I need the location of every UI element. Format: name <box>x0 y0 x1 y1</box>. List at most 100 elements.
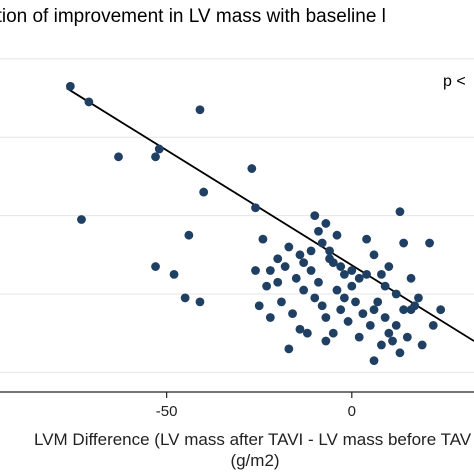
data-point-52 <box>321 313 331 322</box>
data-point-64 <box>391 320 401 330</box>
data-point-12 <box>195 297 205 307</box>
data-point-87 <box>284 344 294 354</box>
data-point-31 <box>339 270 349 279</box>
data-point-20 <box>284 242 294 252</box>
data-point-5 <box>154 144 164 154</box>
data-point-18 <box>273 254 283 264</box>
data-point-65 <box>399 305 409 315</box>
data-point-4 <box>151 152 160 162</box>
data-point-58 <box>358 309 368 318</box>
chart-title: ation of improvement in LV mass with bas… <box>0 6 386 27</box>
data-point-33 <box>354 273 364 283</box>
data-point-86 <box>380 281 390 291</box>
data-point-16 <box>251 266 260 275</box>
data-point-72 <box>369 356 379 366</box>
data-point-82 <box>254 301 264 311</box>
data-point-22 <box>299 258 309 268</box>
data-point-37 <box>384 262 394 271</box>
data-point-57 <box>351 297 360 307</box>
data-point-83 <box>362 270 372 279</box>
data-point-32 <box>347 266 357 275</box>
p-value-annotation: p < <box>443 73 466 90</box>
data-point-38 <box>395 207 405 217</box>
x-axis-title: LVM Difference (LV mass after TAVI - LV … <box>34 430 472 449</box>
data-point-7 <box>199 187 209 197</box>
data-point-77 <box>306 246 316 256</box>
data-point-84 <box>406 305 416 315</box>
data-point-24 <box>310 211 320 221</box>
data-point-26 <box>317 238 327 248</box>
data-point-73 <box>302 328 312 338</box>
data-point-49 <box>299 285 309 295</box>
data-point-75 <box>291 273 301 283</box>
data-point-90 <box>354 332 364 342</box>
data-point-9 <box>151 262 160 271</box>
data-point-28 <box>325 246 334 256</box>
data-point-89 <box>395 348 405 358</box>
data-point-45 <box>265 313 275 322</box>
data-point-69 <box>428 320 438 330</box>
x-axis-unit: (g/m2) <box>230 451 280 470</box>
data-point-14 <box>251 203 260 213</box>
data-point-79 <box>347 281 357 291</box>
data-point-71 <box>388 336 397 346</box>
data-point-85 <box>339 293 349 303</box>
data-point-15 <box>258 234 268 244</box>
data-point-61 <box>373 297 383 307</box>
data-point-70 <box>377 340 386 350</box>
data-point-51 <box>317 301 327 311</box>
data-point-76 <box>325 254 334 264</box>
data-point-47 <box>288 309 297 318</box>
data-point-6 <box>195 105 205 115</box>
data-point-81 <box>273 277 283 287</box>
data-point-42 <box>425 238 434 248</box>
data-point-50 <box>310 293 320 303</box>
data-point-30 <box>336 262 346 271</box>
data-point-88 <box>321 336 331 346</box>
data-point-53 <box>328 328 338 338</box>
x-tick-label-0: -50 <box>156 403 178 420</box>
data-point-8 <box>184 230 194 240</box>
data-point-36 <box>377 270 386 279</box>
data-point-41 <box>414 293 423 303</box>
fit-line-layer <box>66 87 474 342</box>
data-point-23 <box>306 266 316 275</box>
data-point-68 <box>417 340 427 350</box>
data-points <box>65 81 446 366</box>
data-point-40 <box>406 273 416 283</box>
x-axis-ticks: -50 0 <box>156 392 356 420</box>
data-point-3 <box>114 152 123 162</box>
data-point-39 <box>399 238 409 248</box>
data-point-10 <box>169 270 179 279</box>
data-point-1 <box>84 97 94 107</box>
data-point-0 <box>65 81 75 91</box>
data-point-34 <box>362 234 372 244</box>
fit-line <box>66 87 474 342</box>
data-point-44 <box>262 281 272 291</box>
data-point-2 <box>77 215 86 224</box>
data-point-80 <box>391 289 401 299</box>
data-point-48 <box>295 324 305 334</box>
data-point-11 <box>180 293 190 303</box>
data-point-60 <box>369 305 379 315</box>
data-point-56 <box>343 317 353 326</box>
data-point-25 <box>314 226 323 236</box>
data-point-54 <box>332 285 342 295</box>
data-point-55 <box>336 305 346 315</box>
data-point-27 <box>321 219 331 228</box>
data-point-66 <box>402 332 412 342</box>
data-point-19 <box>280 262 290 271</box>
data-point-78 <box>332 230 342 240</box>
data-point-63 <box>384 328 394 338</box>
data-point-17 <box>265 266 275 275</box>
data-point-43 <box>436 305 446 315</box>
data-point-46 <box>277 297 286 307</box>
x-tick-label-1: 0 <box>348 403 356 420</box>
data-point-62 <box>380 313 390 322</box>
grid-lines <box>0 58 474 373</box>
data-point-21 <box>295 250 305 260</box>
data-point-59 <box>365 320 375 330</box>
data-point-74 <box>314 277 323 287</box>
data-point-35 <box>369 250 379 260</box>
